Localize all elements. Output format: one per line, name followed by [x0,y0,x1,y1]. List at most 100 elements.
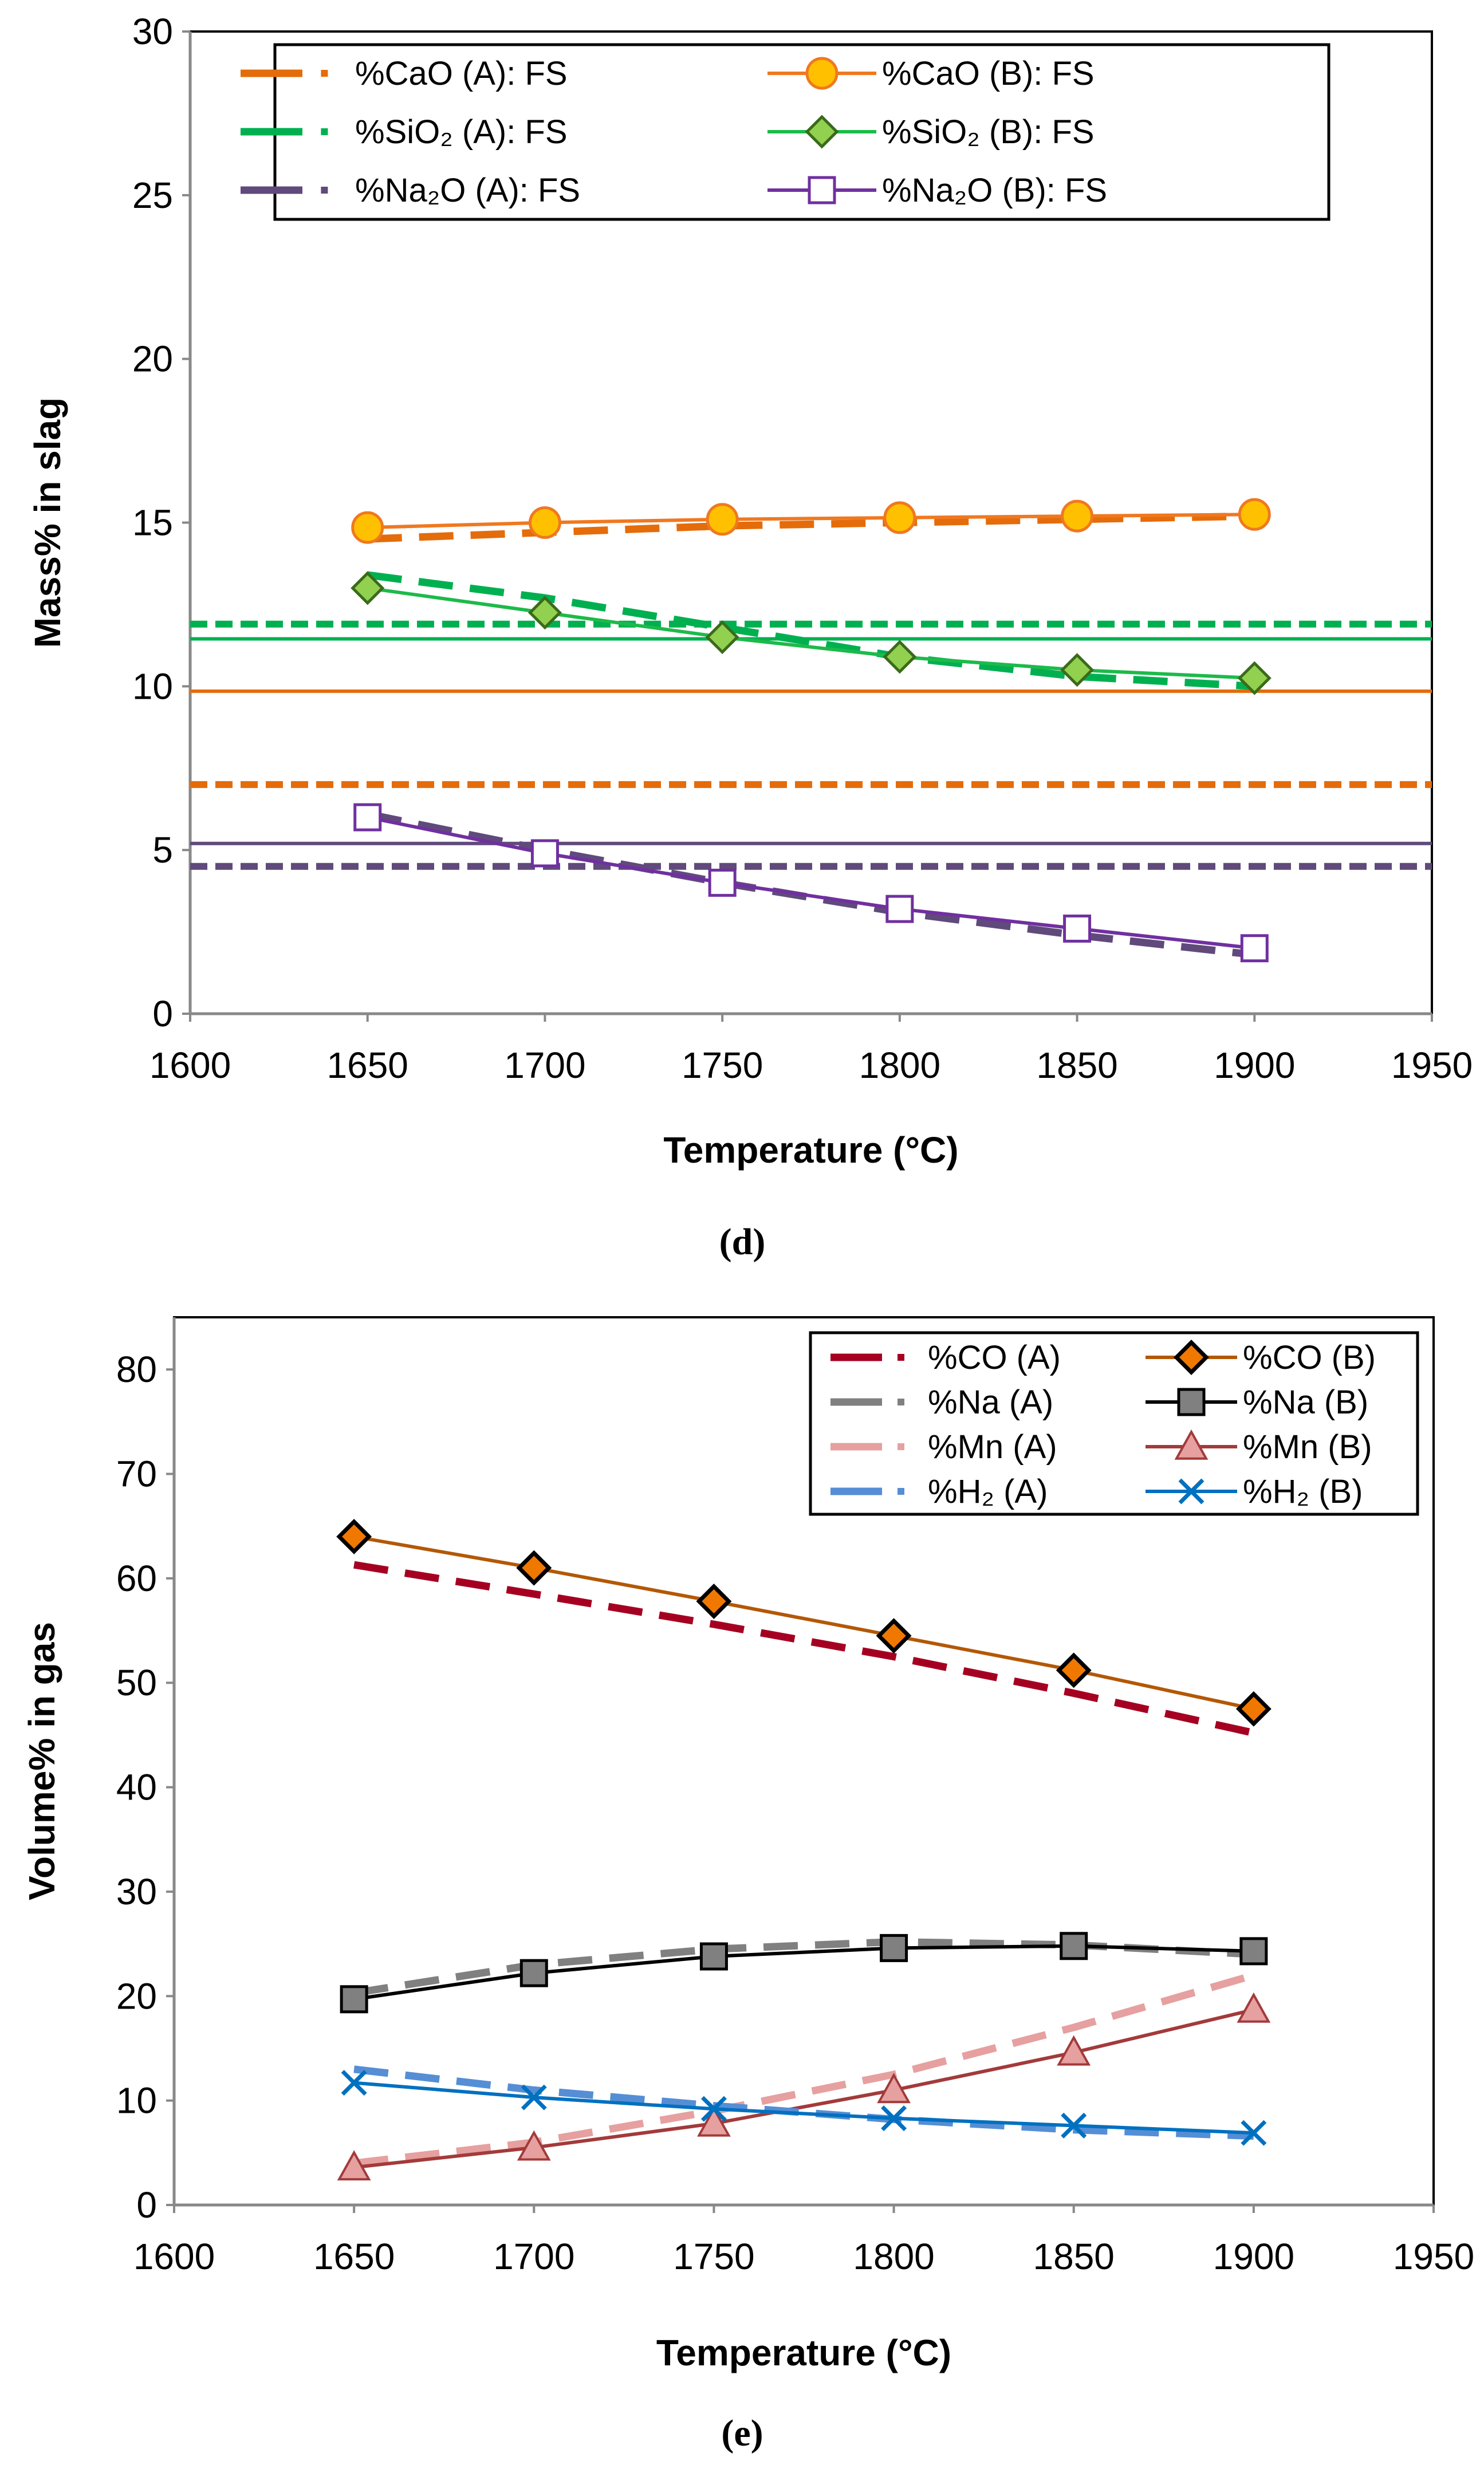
legend-swatch-dot [898,1354,904,1361]
x-tick-label: 1900 [1214,1045,1295,1086]
y-tick-label: 30 [132,11,173,52]
legend-label: %CaO (B): FS [882,55,1095,92]
series-line [353,2065,1254,2140]
legend-label: %SiO₂ (A): FS [355,113,568,151]
data-point [353,803,382,832]
data-point [1060,653,1095,687]
data-point [1241,2120,1267,2146]
x-tick-label: 1600 [149,1045,231,1086]
y-tick-label: 80 [116,1349,157,1390]
x-tick-label: 1800 [853,2236,934,2277]
data-point [708,868,737,897]
series-line [353,1561,1255,1737]
x-tick-label: 1700 [493,2236,574,2277]
x-tick-label: 1800 [859,1045,940,1086]
data-point [1061,499,1094,533]
data-point [1237,1992,1271,2023]
series-line [353,2081,1254,2135]
data-point [885,895,914,923]
data-point [1063,914,1092,943]
data-point [1056,1652,1092,1688]
legend-swatch-dot [898,1443,904,1450]
x-tick-label: 1850 [1036,1045,1117,1086]
legend-box [809,1331,1419,1516]
data-point [1061,2112,1087,2139]
data-point [1057,2035,1091,2066]
chart-d: 1600 1650 1700 1750 1800 1850 1900 1950 0 5 10 15 20… [27,11,1473,1263]
legend-label: %Na (B) [1243,1384,1368,1421]
legend-swatch-dot [321,70,328,77]
x-tick-label: 1600 [133,2236,215,2277]
data-point [1239,1937,1268,1966]
series-line [353,1944,1254,2001]
x-tick-label: 1900 [1213,2236,1294,2277]
legend-marker [805,57,839,90]
y-tick-label: 10 [116,2080,157,2121]
data-point [697,2106,731,2137]
series-line [367,512,1255,543]
y-tick-label: 30 [116,1871,157,1912]
legend-label: %Na (A) [928,1384,1053,1421]
y-axis-title: Mass% in slag [27,397,68,648]
series-line [353,1971,1255,2167]
x-axis-title: Temperature (°C) [656,2332,951,2373]
data-point [1240,934,1269,963]
x-tick-label: 1950 [1393,2236,1474,2277]
legend-marker [1174,1429,1209,1460]
data-point [880,1934,908,1962]
y-tick-label: 40 [116,1767,157,1808]
data-point [700,2096,727,2122]
legend-label: %CaO (A): FS [355,55,568,92]
data-point [336,1518,372,1554]
series-line [367,816,1255,950]
y-tick-label: 60 [116,1558,157,1599]
data-point [1060,1932,1088,1960]
x-tick-label: 1750 [673,2236,754,2277]
legend-label: %Na₂O (B): FS [882,172,1107,209]
data-point [883,640,917,674]
data-point [876,1618,912,1654]
legend: %CO (A) %CO (B) %Na (A) %Na (B) %Mn (A) %Mn (… [809,1331,1419,1516]
legend-swatch-dot [898,1488,904,1495]
y-tick-label: 50 [116,1662,157,1703]
series-line [367,586,1255,680]
data-point [881,2105,907,2132]
legend-marker [805,115,839,149]
series-line [353,1534,1254,1711]
legend-label: %H₂ (B) [1243,1473,1363,1510]
data-point [1235,1691,1272,1727]
data-point [351,511,384,544]
data-point [1238,498,1271,531]
data-point [516,1550,552,1586]
data-point [706,503,739,536]
data-point [696,1584,732,1619]
legend-label: %SiO₂ (B): FS [882,113,1095,151]
legend-marker [1177,1388,1206,1416]
data-point [337,2150,371,2181]
data-point [877,2073,911,2104]
legend-marker [808,176,836,204]
x-axis-title: Temperature (°C) [663,1129,958,1171]
x-tick-label: 1850 [1033,2236,1115,2277]
data-point [528,506,561,539]
data-point [341,2070,367,2096]
series-line [367,810,1255,959]
y-tick-label: 70 [116,1454,157,1495]
data-point [521,2084,547,2110]
legend-swatch-dot [898,1399,904,1405]
legend-swatch-dot [321,128,328,135]
legend-marker [1174,1340,1209,1375]
data-point [528,596,562,630]
legend-label: %Mn (A) [928,1428,1057,1466]
legend-label: %CO (B) [1243,1339,1376,1376]
y-tick-label: 25 [132,175,173,216]
y-tick-label: 15 [132,502,173,544]
series-line [353,1938,1254,1997]
x-tick-label: 1700 [504,1045,585,1086]
legend-label: %CO (A) [928,1339,1061,1376]
data-point [340,1985,368,2014]
series-line [367,513,1255,530]
y-tick-label: 5 [152,829,173,871]
data-point [530,839,559,868]
